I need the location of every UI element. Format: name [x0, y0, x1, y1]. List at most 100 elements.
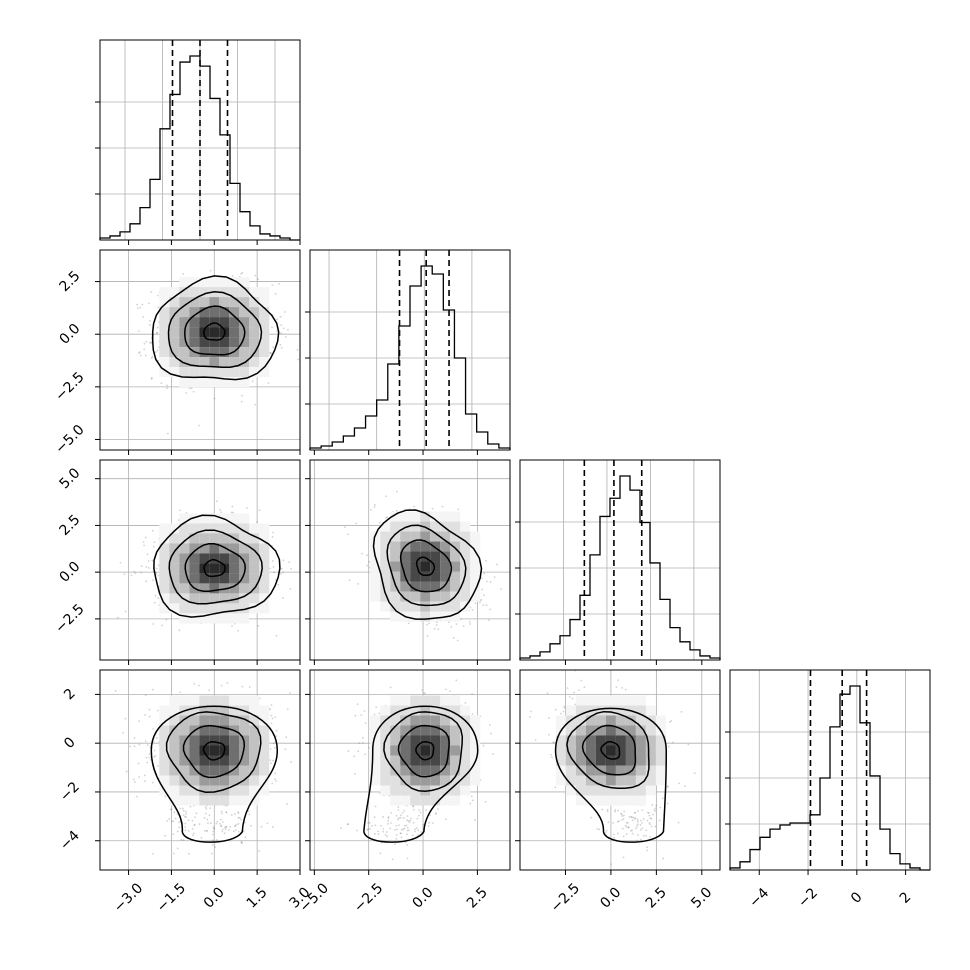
density-cell — [229, 745, 240, 756]
sample-point — [257, 625, 259, 627]
density-cell — [259, 785, 270, 796]
sample-point — [178, 629, 181, 632]
sample-point — [397, 809, 400, 811]
density-cell — [440, 521, 451, 532]
sample-point — [191, 819, 194, 822]
density-cell — [450, 581, 461, 592]
sample-point — [289, 692, 291, 694]
sample-point — [230, 511, 233, 514]
sample-point — [160, 382, 163, 385]
density-cell — [390, 551, 401, 562]
density-cell — [199, 765, 210, 776]
sample-point — [225, 811, 228, 814]
density-cell — [219, 775, 230, 786]
density-cell — [169, 735, 180, 746]
density-cell — [209, 603, 220, 614]
density-cell — [159, 573, 170, 584]
sample-point — [221, 821, 224, 823]
sample-point — [152, 623, 155, 625]
sample-point — [216, 500, 218, 503]
sample-point — [215, 839, 218, 841]
sample-point — [156, 326, 159, 329]
sample-point — [407, 819, 410, 822]
density-cell — [239, 337, 250, 348]
sample-point — [205, 808, 208, 810]
sample-point — [408, 821, 411, 824]
sample-point — [211, 843, 214, 846]
sample-point — [144, 694, 147, 697]
sample-point — [114, 690, 117, 692]
panel-frame — [99, 39, 301, 241]
density-contour — [415, 556, 436, 577]
sample-point — [154, 594, 157, 597]
density-cell — [239, 593, 250, 604]
density-cell — [169, 317, 180, 328]
sample-point — [373, 816, 376, 818]
sample-point — [157, 597, 159, 599]
density-cell — [209, 795, 220, 806]
density-cell — [430, 511, 441, 522]
sample-point — [304, 299, 306, 301]
sample-point — [139, 354, 142, 357]
sample-point — [272, 346, 275, 349]
sample-point — [197, 684, 200, 687]
sample-point — [250, 824, 252, 827]
density-cell — [380, 521, 391, 532]
density-cell — [370, 591, 381, 602]
density-cell — [380, 541, 391, 552]
density-cell — [259, 327, 270, 338]
sample-point — [148, 567, 150, 569]
sample-point — [142, 315, 145, 318]
sample-point — [220, 810, 223, 813]
density-cell — [209, 563, 220, 574]
density-cell — [209, 327, 220, 338]
density-cell — [199, 735, 210, 746]
sample-point — [297, 358, 300, 361]
density-cell — [239, 307, 250, 318]
sample-point — [145, 756, 148, 759]
density-cell — [440, 541, 451, 552]
density-cell — [259, 287, 270, 298]
sample-point — [428, 622, 430, 625]
density-cell — [189, 715, 200, 726]
sample-point — [493, 576, 496, 579]
sample-point — [315, 713, 317, 715]
sample-point — [382, 828, 385, 830]
sample-point — [274, 292, 277, 295]
sample-point — [133, 570, 136, 573]
sample-point — [405, 824, 408, 827]
sample-point — [237, 812, 240, 815]
density-cell — [229, 775, 240, 786]
density-cell — [259, 775, 270, 786]
sample-point — [282, 597, 284, 600]
density-cell — [219, 287, 230, 298]
histogram-panel-3 — [725, 669, 931, 871]
density-cell — [189, 367, 200, 378]
density-cell — [179, 775, 190, 786]
sample-point — [224, 826, 226, 829]
density-cell — [239, 543, 250, 554]
density-cell — [199, 367, 210, 378]
density-cell — [189, 523, 200, 534]
sample-point — [488, 724, 491, 726]
sample-point — [280, 324, 283, 327]
density-cell — [229, 297, 240, 308]
density-cell — [410, 541, 421, 552]
sample-point — [150, 342, 153, 345]
sample-point — [184, 815, 186, 818]
sample-point — [387, 817, 390, 820]
density-cell — [209, 367, 220, 378]
density-cell — [440, 581, 451, 592]
sample-point — [143, 342, 146, 345]
density-cell — [229, 785, 240, 796]
sample-point — [151, 688, 154, 691]
sample-point — [267, 382, 270, 384]
sample-point — [417, 814, 420, 817]
density-cell — [159, 287, 170, 298]
sample-point — [233, 830, 235, 833]
density-cell — [229, 327, 240, 338]
density-cell — [259, 317, 270, 328]
sample-point — [205, 829, 208, 832]
sample-point — [207, 822, 209, 825]
density-cell — [259, 735, 270, 746]
